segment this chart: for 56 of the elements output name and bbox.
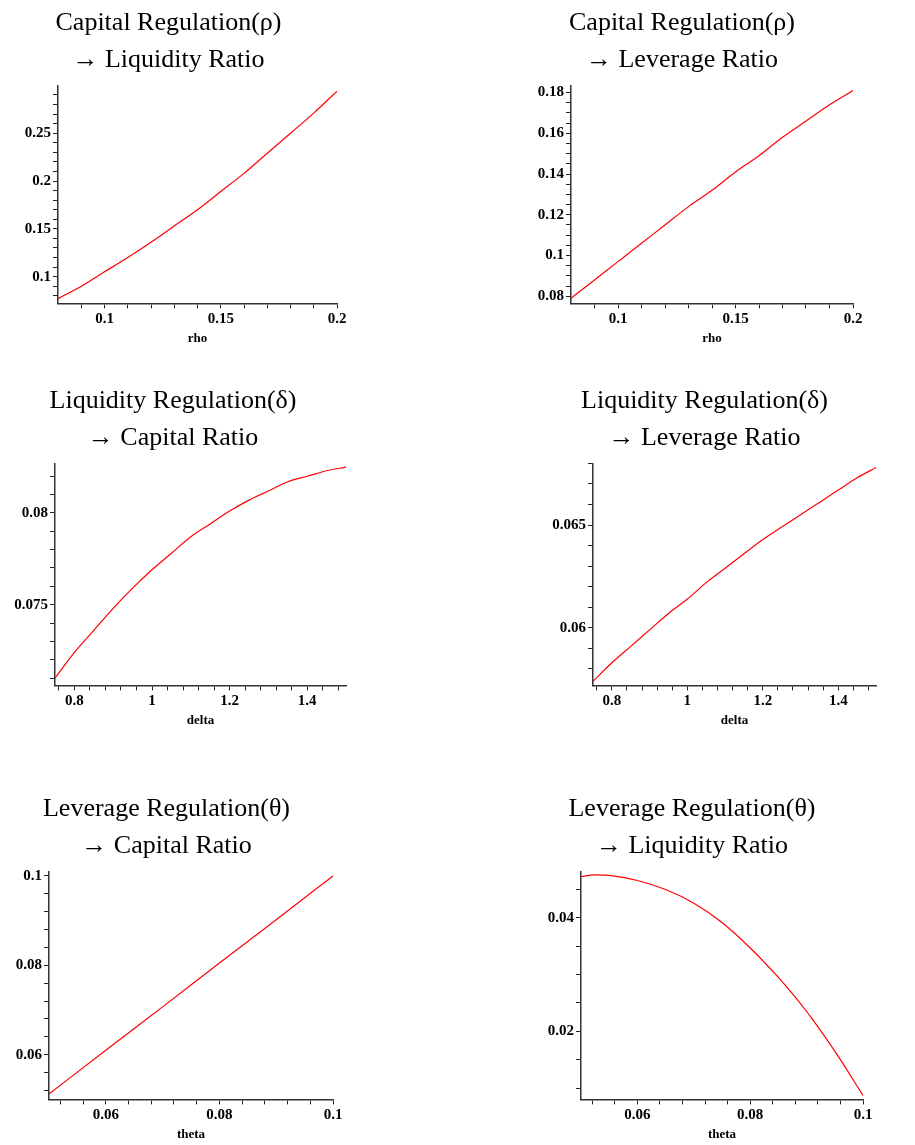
line-series (571, 89, 853, 299)
y-tick-label: 0.15 (24, 219, 51, 236)
y-tick-label: 0.06 (15, 1045, 43, 1062)
x-tick-label: 0.08 (737, 1106, 764, 1123)
y-tick-label: 0.1 (23, 866, 42, 883)
chart-title: Liquidity Regulation(δ) → Capital Ratio (49, 384, 297, 452)
line-series (581, 874, 863, 1097)
x-tick-label: 0.8 (65, 692, 84, 709)
x-tick-label: 1.4 (297, 692, 318, 709)
y-tick-label: 0.08 (15, 956, 42, 973)
x-tick-label: 1.2 (220, 692, 239, 709)
y-tick-label: 0.065 (552, 515, 586, 532)
x-tick-label: 0.15 (722, 310, 749, 327)
line-series (55, 466, 346, 679)
x-tick-label: 0.1 (323, 1106, 343, 1123)
x-tick-label: 1.2 (753, 692, 773, 709)
x-axis-title: delta (186, 711, 215, 727)
y-tick-label: 0.25 (24, 124, 51, 141)
y-tick-label: 0.18 (537, 83, 564, 100)
x-axis-title: delta (720, 711, 749, 727)
x-tick-label: 0.15 (207, 310, 234, 327)
y-tick-label: 0.1 (545, 246, 564, 263)
chart-title: Leverage Regulation(θ) → Liquidity Ratio (568, 792, 816, 860)
chart-title: Leverage Regulation(θ) → Capital Ratio (42, 792, 291, 860)
y-tick-label: 0.08 (537, 287, 564, 304)
y-tick-label: 0.16 (537, 124, 565, 141)
x-tick-label: 0.2 (327, 310, 347, 327)
x-tick-label: 0.06 (92, 1106, 120, 1123)
x-tick-label: 0.8 (602, 692, 622, 709)
x-tick-label: 1 (683, 692, 692, 709)
y-tick-label: 0.1 (32, 267, 51, 284)
y-tick-label: 0.08 (21, 503, 48, 520)
y-tick-label: 0.075 (14, 595, 48, 612)
x-axis-title: rho (187, 329, 208, 345)
x-tick-label: 0.1 (853, 1106, 873, 1123)
x-tick-label: 0.1 (95, 310, 114, 327)
line-series (593, 466, 876, 682)
x-tick-label: 1 (148, 692, 156, 709)
x-axis-title: theta (176, 1125, 206, 1141)
x-tick-label: 0.08 (206, 1106, 233, 1123)
line-series (49, 875, 333, 1095)
chart-title: Capital Regulation(ρ) → Leverage Ratio (569, 6, 795, 74)
x-tick-label: 0.1 (608, 310, 628, 327)
y-tick-label: 0.04 (547, 908, 575, 925)
x-tick-label: 0.2 (843, 310, 863, 327)
chart-title: Capital Regulation(ρ) → Liquidity Ratio (55, 6, 282, 74)
y-tick-label: 0.14 (537, 164, 565, 181)
x-tick-label: 0.06 (624, 1106, 652, 1123)
line-series (58, 90, 337, 300)
y-tick-label: 0.02 (547, 1022, 574, 1039)
x-tick-label: 1.4 (828, 692, 849, 709)
chart-title: Liquidity Regulation(δ) → Leverage Ratio (581, 384, 828, 452)
y-tick-label: 0.2 (32, 171, 51, 188)
x-axis-title: theta (707, 1125, 737, 1141)
y-tick-label: 0.12 (537, 205, 564, 222)
x-axis-title: rho (702, 329, 722, 345)
